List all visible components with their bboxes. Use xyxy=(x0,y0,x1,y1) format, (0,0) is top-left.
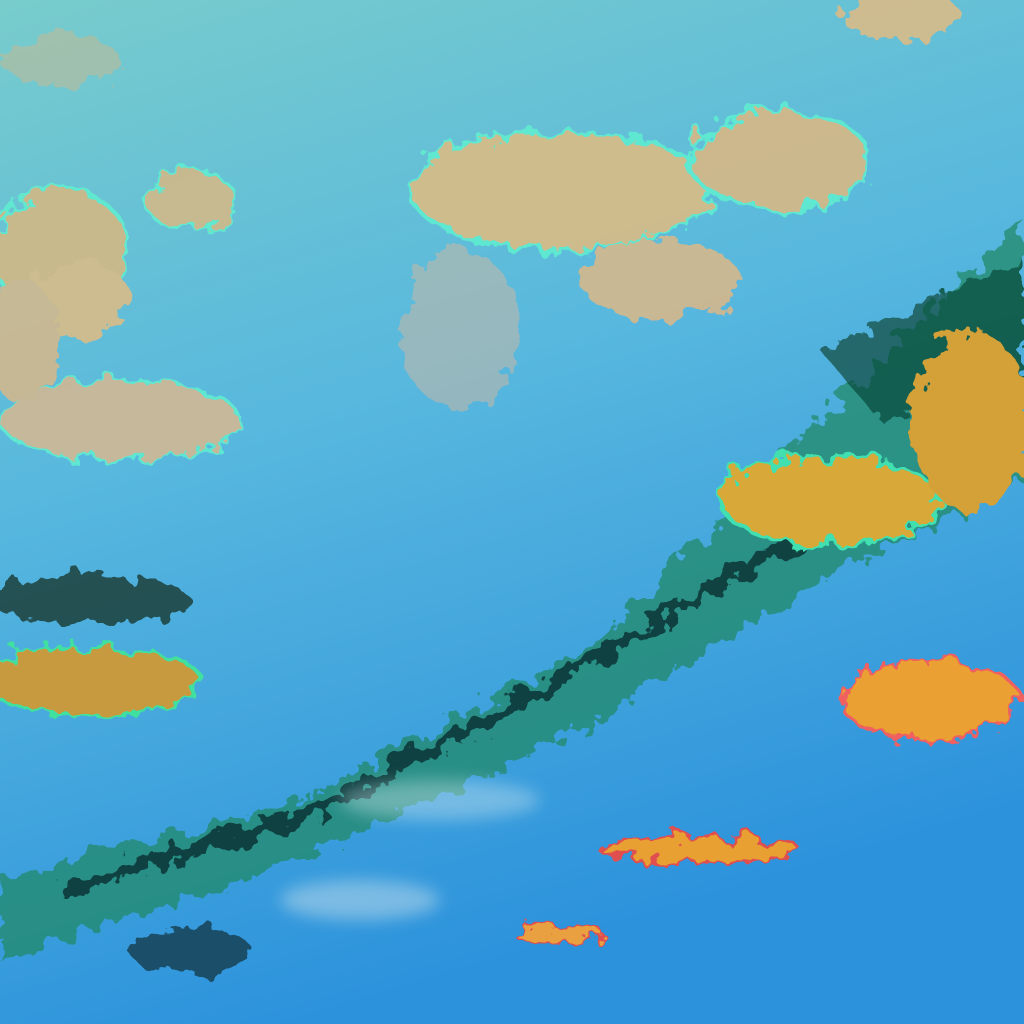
left-dark-clouds xyxy=(0,575,250,975)
right-orange-clouds xyxy=(514,330,1024,946)
upper-center-tan-clouds xyxy=(400,0,960,410)
lower-white-haze xyxy=(280,780,540,920)
upper-left-tan-clouds xyxy=(0,35,242,462)
